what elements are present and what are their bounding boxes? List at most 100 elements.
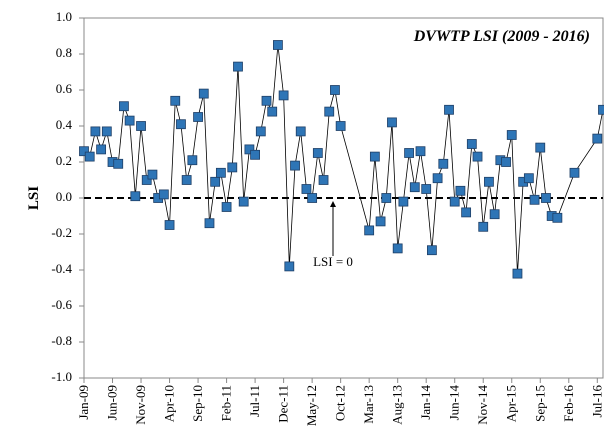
data-point — [273, 40, 283, 50]
y-tick-label: 1.0 — [56, 9, 72, 24]
data-point — [204, 218, 215, 229]
data-point — [335, 121, 346, 131]
data-point — [284, 261, 295, 272]
data-point — [330, 85, 340, 95]
y-tick-label: -0.8 — [51, 333, 72, 348]
data-point — [438, 158, 449, 169]
data-point — [90, 126, 101, 137]
data-point — [398, 196, 409, 207]
data-point — [512, 268, 523, 279]
x-tick-label: Apr-15 — [504, 385, 519, 422]
y-tick-label: 0.6 — [56, 81, 73, 96]
x-tick-label: Apr-10 — [162, 385, 177, 422]
data-point — [381, 193, 392, 203]
x-tick-label: Jul-16 — [589, 385, 604, 418]
data-point — [404, 148, 414, 158]
data-point — [432, 173, 443, 184]
data-point — [324, 106, 335, 117]
y-tick-label: 0.0 — [56, 189, 72, 204]
x-tick-label: Aug-13 — [390, 385, 405, 425]
data-point — [170, 95, 181, 106]
data-point — [255, 126, 266, 137]
data-point — [489, 209, 500, 220]
data-point — [427, 245, 437, 256]
data-point — [210, 176, 221, 187]
x-tick-label: Dec-11 — [276, 385, 291, 423]
x-tick-label: Mar-13 — [361, 385, 376, 424]
y-tick-label: -0.4 — [51, 261, 72, 276]
data-point — [461, 207, 472, 218]
data-point — [449, 196, 460, 207]
data-point — [392, 243, 403, 254]
y-tick-label: 0.2 — [56, 153, 72, 168]
x-tick-label: Nov-14 — [475, 385, 490, 425]
x-tick-label: Jan-14 — [418, 385, 433, 420]
data-point — [141, 175, 152, 185]
data-point — [158, 189, 169, 200]
x-tick-label: Nov-09 — [133, 385, 148, 425]
y-tick-label: 0.8 — [56, 45, 72, 60]
data-point — [193, 112, 203, 122]
data-point — [244, 144, 255, 155]
data-point — [198, 88, 209, 99]
x-tick-label: Oct-12 — [333, 385, 348, 421]
data-point — [96, 144, 107, 155]
y-tick-label: -0.2 — [51, 225, 72, 240]
data-point — [501, 157, 511, 167]
data-point — [552, 212, 563, 223]
data-point — [415, 146, 426, 157]
data-point — [478, 221, 489, 232]
x-tick-label: Sep-15 — [532, 385, 547, 422]
x-tick-label: Sep-10 — [190, 385, 205, 422]
data-point — [598, 104, 604, 115]
data-point — [364, 225, 375, 236]
data-point — [472, 151, 483, 162]
x-tick-label: May-12 — [304, 385, 319, 426]
data-point — [535, 142, 546, 153]
x-tick-label: Jun-14 — [447, 385, 462, 421]
data-point — [238, 196, 249, 207]
y-tick-label: -0.6 — [51, 297, 72, 312]
x-tick-label: Jun-09 — [105, 385, 120, 420]
data-point — [301, 184, 312, 194]
data-point — [541, 193, 551, 203]
data-point — [466, 139, 477, 149]
data-point — [444, 104, 454, 115]
data-point — [124, 115, 135, 126]
x-tick-label: Feb-16 — [561, 385, 576, 422]
data-point — [233, 61, 243, 72]
data-point — [164, 220, 175, 230]
data-point — [375, 216, 386, 227]
data-point — [181, 175, 192, 185]
y-tick-label: -1.0 — [51, 369, 72, 384]
y-axis-label: LSI — [26, 186, 42, 210]
data-point — [261, 95, 272, 106]
data-point — [84, 151, 95, 162]
data-point — [455, 185, 466, 196]
data-point — [307, 193, 318, 203]
data-point — [369, 151, 380, 162]
data-point — [101, 126, 112, 137]
chart-title: DVWTP LSI (2009 - 2016) — [413, 28, 590, 45]
data-point — [484, 176, 494, 187]
data-point — [250, 149, 260, 160]
data-point — [267, 106, 278, 117]
data-point — [136, 121, 146, 131]
data-point — [227, 162, 238, 173]
data-point — [290, 160, 300, 171]
data-point — [409, 182, 420, 193]
data-point — [278, 90, 289, 101]
data-point — [523, 173, 534, 184]
data-point — [215, 167, 226, 178]
y-tick-label: 0.4 — [56, 117, 73, 132]
data-point — [113, 158, 124, 169]
data-point — [421, 184, 432, 194]
data-point — [187, 155, 198, 166]
x-tick-label: Jul-11 — [247, 385, 262, 417]
data-point — [119, 101, 129, 112]
data-point — [506, 130, 517, 140]
annotation: LSI = 0 — [313, 254, 353, 269]
series-line — [83, 44, 604, 274]
data-point — [569, 167, 580, 178]
data-point — [221, 202, 232, 212]
